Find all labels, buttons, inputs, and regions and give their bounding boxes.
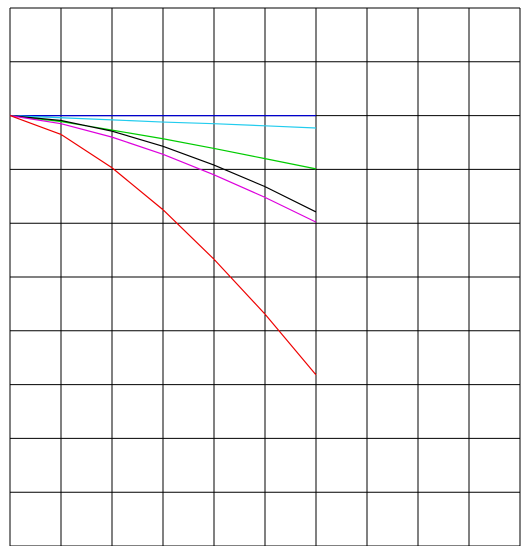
page: (() => { const data = JSON.parse(documen… <box>0 0 524 546</box>
chart <box>0 0 524 546</box>
